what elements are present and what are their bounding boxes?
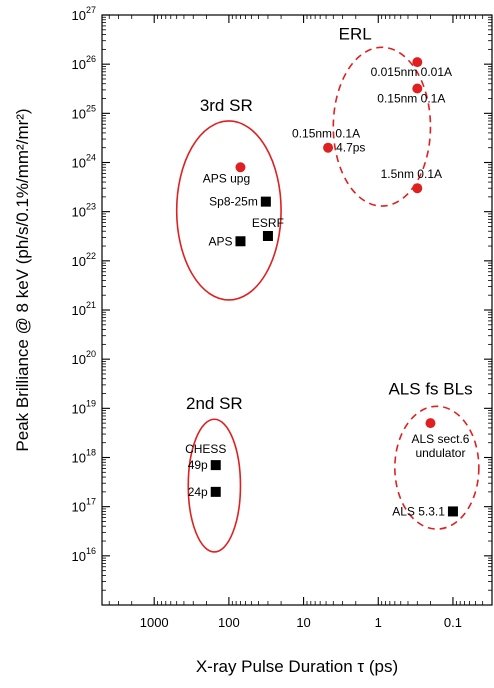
y-tick-label: 1018 bbox=[72, 448, 96, 466]
data-point bbox=[260, 196, 271, 207]
x-tick-label: 1000 bbox=[140, 615, 169, 630]
y-tick-label: 1024 bbox=[72, 153, 96, 171]
y-tick-label: 1025 bbox=[72, 103, 96, 121]
data-point-label: 1.5nm 0.1A bbox=[381, 167, 442, 181]
x-tick-label: 0.1 bbox=[444, 615, 462, 630]
data-point bbox=[412, 57, 423, 68]
y-tick-label: 1019 bbox=[72, 398, 96, 416]
y-axis-label: Peak Brilliance @ 8 keV (ph/s/0.1%/mm²/m… bbox=[13, 108, 32, 451]
y-tick-label: 1023 bbox=[72, 202, 96, 220]
data-point bbox=[235, 236, 246, 247]
group-ellipse-2nd-sr bbox=[187, 418, 242, 553]
data-point bbox=[210, 460, 221, 471]
x-tick-label: 100 bbox=[218, 615, 240, 630]
y-tick-label: 1020 bbox=[72, 349, 96, 367]
data-point bbox=[210, 486, 221, 497]
data-point bbox=[323, 142, 334, 153]
y-tick-label: 1022 bbox=[72, 251, 96, 269]
data-point bbox=[412, 183, 423, 194]
y-tick-label: 1026 bbox=[72, 54, 96, 72]
data-point-label-secondary: undulator bbox=[415, 446, 465, 460]
group-label: ERL bbox=[339, 24, 372, 43]
x-tick-label: 10 bbox=[296, 615, 310, 630]
data-point-label: ALS sect.6 bbox=[411, 432, 469, 446]
data-points bbox=[210, 57, 458, 517]
data-point bbox=[447, 506, 458, 517]
data-point-label: 24p bbox=[188, 485, 208, 499]
group-ellipse-3rd-sr bbox=[175, 120, 282, 301]
data-point bbox=[235, 162, 246, 173]
y-tick-label: 1021 bbox=[72, 300, 96, 318]
group-label: 3rd SR bbox=[200, 96, 253, 115]
y-tick-label: 1027 bbox=[72, 5, 96, 23]
group-ellipse-als-fs-bls bbox=[394, 405, 480, 530]
data-point-label: APS bbox=[208, 234, 232, 248]
data-point-label: 0.15nm 0.1A bbox=[292, 127, 360, 141]
plot-area-frame bbox=[101, 14, 493, 606]
x-axis-label: X-ray Pulse Duration τ (ps) bbox=[196, 657, 398, 676]
group-ellipse-erl bbox=[332, 46, 432, 207]
data-point-label-secondary: 4.7ps bbox=[336, 141, 365, 155]
group-ellipses: ERL 3rd SR 2nd SR ALS fs BLs bbox=[175, 24, 480, 553]
x-tick-label: 1 bbox=[375, 615, 382, 630]
y-tick-label: 1016 bbox=[72, 546, 96, 564]
data-point-label: 0.015nm 0.01A bbox=[371, 65, 452, 79]
y-tick-label: 1017 bbox=[72, 497, 96, 515]
group-label: 2nd SR bbox=[186, 394, 243, 413]
data-point bbox=[412, 83, 423, 94]
tick-labels: 1016 1017 1018 1019 1020 1021 1022 1023 1024 1025… bbox=[72, 5, 462, 630]
data-point bbox=[262, 230, 273, 241]
data-point-label: ESRF bbox=[252, 216, 284, 230]
data-point-label-secondary: 49p bbox=[188, 458, 208, 472]
data-point-label: 0.15nm 0.1A bbox=[377, 91, 445, 105]
group-label: ALS fs BLs bbox=[388, 379, 472, 398]
data-point bbox=[425, 418, 436, 429]
data-point-label: CHESS bbox=[185, 442, 226, 456]
data-point-label: APS upg bbox=[203, 171, 250, 185]
data-point-label: Sp8-25m bbox=[209, 195, 258, 209]
data-point-label: ALS 5.3.1 bbox=[392, 504, 445, 518]
